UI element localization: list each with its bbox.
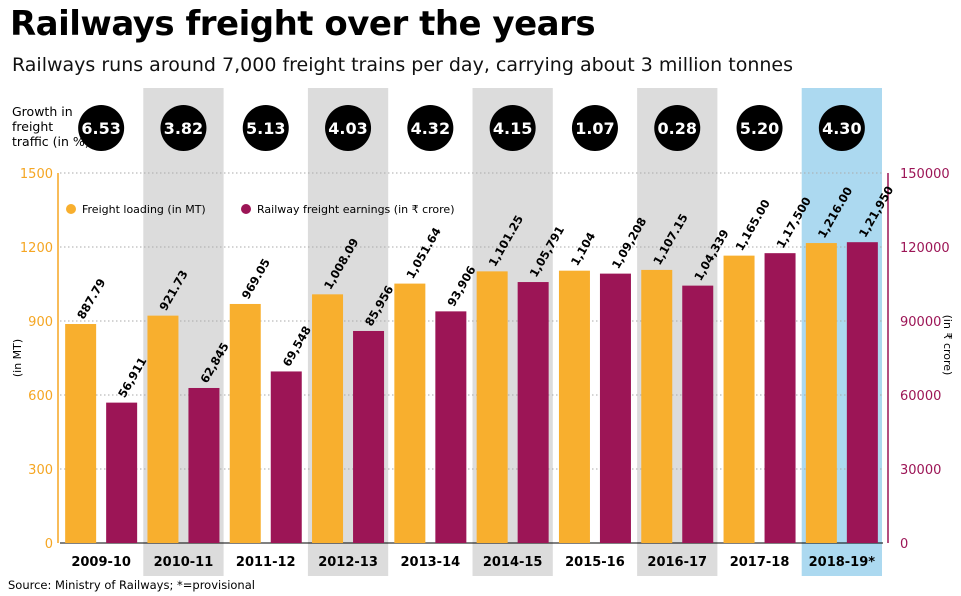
bar-earnings — [353, 330, 385, 543]
bar-label-loading: 1,051.64 — [403, 225, 443, 281]
growth-value: 3.82 — [164, 119, 203, 138]
bar-earnings — [846, 242, 878, 543]
bar-label-loading: 969.05 — [239, 256, 273, 301]
category-label: 2012-13 — [318, 555, 378, 570]
bar-loading — [65, 324, 97, 543]
category-label: 2009-10 — [71, 555, 131, 570]
category-label: 2018-19* — [809, 555, 876, 570]
right-tick-label: 120000 — [900, 241, 950, 256]
left-tick-label: 1200 — [20, 241, 53, 256]
legend-swatch-loading — [66, 204, 76, 214]
right-tick-label: 60000 — [900, 389, 941, 404]
bar-loading — [147, 315, 179, 543]
growth-row-label: Growth in freight traffic (in %) — [12, 104, 90, 149]
bar-loading — [805, 243, 837, 543]
growth-circle — [654, 105, 701, 151]
bar-loading — [312, 294, 344, 543]
bar-loading — [476, 271, 508, 543]
right-tick-label: 30000 — [900, 463, 941, 478]
growth-circle — [571, 105, 618, 151]
bar-loading — [394, 283, 426, 543]
chart-title: Railways freight over the years — [10, 4, 596, 44]
chart-subtitle: Railways runs around 7,000 freight train… — [12, 54, 794, 76]
bar-loading — [229, 303, 261, 543]
bar-earnings — [682, 285, 714, 543]
category-label: 2014-15 — [483, 555, 543, 570]
growth-value: 0.28 — [658, 119, 697, 138]
growth-value: 4.32 — [411, 119, 450, 138]
growth-circle — [325, 105, 372, 151]
growth-circle — [78, 105, 125, 151]
category-label: 2010-11 — [154, 555, 214, 570]
left-tick-label: 600 — [28, 389, 53, 404]
left-tick-label: 0 — [45, 537, 53, 552]
growth-circle — [736, 105, 783, 151]
growth-value: 4.30 — [822, 119, 861, 138]
bar-earnings — [270, 371, 302, 543]
growth-value: 5.13 — [246, 119, 285, 138]
bar-earnings — [435, 311, 467, 543]
legend-label-earnings: Railway freight earnings (in ₹ crore) — [257, 203, 455, 216]
growth-value: 4.15 — [493, 119, 532, 138]
growth-circle — [818, 105, 865, 151]
growth-value: 1.07 — [575, 119, 614, 138]
growth-value: 4.03 — [328, 119, 367, 138]
bar-earnings — [764, 253, 796, 543]
right-tick-label: 150000 — [900, 167, 950, 182]
bar-earnings — [106, 402, 138, 543]
bar-label-loading: 1,104 — [568, 230, 598, 269]
right-tick-label: 0 — [900, 537, 908, 552]
bar-earnings — [188, 387, 220, 543]
source-note: Source: Ministry of Railways; *=provisio… — [8, 578, 255, 592]
growth-circle — [407, 105, 454, 151]
left-tick-label: 900 — [28, 315, 53, 330]
category-label: 2015-16 — [565, 555, 625, 570]
bar-label-loading: 887.79 — [74, 276, 108, 321]
bar-label-loading: 1,165.00 — [733, 197, 773, 253]
left-tick-label: 300 — [28, 463, 53, 478]
bar-earnings — [599, 273, 631, 543]
category-label: 2013-14 — [401, 555, 461, 570]
category-label: 2016-17 — [647, 555, 707, 570]
growth-circle — [160, 105, 207, 151]
bar-earnings — [517, 282, 549, 543]
bar-loading — [641, 269, 673, 543]
category-label: 2011-12 — [236, 555, 296, 570]
growth-value: 5.20 — [740, 119, 779, 138]
legend-swatch-earnings — [241, 204, 251, 214]
bar-loading — [558, 270, 590, 543]
bar-loading — [723, 255, 755, 543]
left-axis-title: (in MT) — [11, 339, 24, 377]
growth-value: 6.53 — [81, 119, 120, 138]
legend-label-loading: Freight loading (in MT) — [82, 203, 206, 216]
right-tick-label: 90000 — [900, 315, 941, 330]
growth-circle — [242, 105, 289, 151]
category-label: 2017-18 — [730, 555, 790, 570]
right-axis-title: (in ₹ crore) — [941, 315, 954, 376]
left-tick-label: 1500 — [20, 167, 53, 182]
growth-circle — [489, 105, 536, 151]
